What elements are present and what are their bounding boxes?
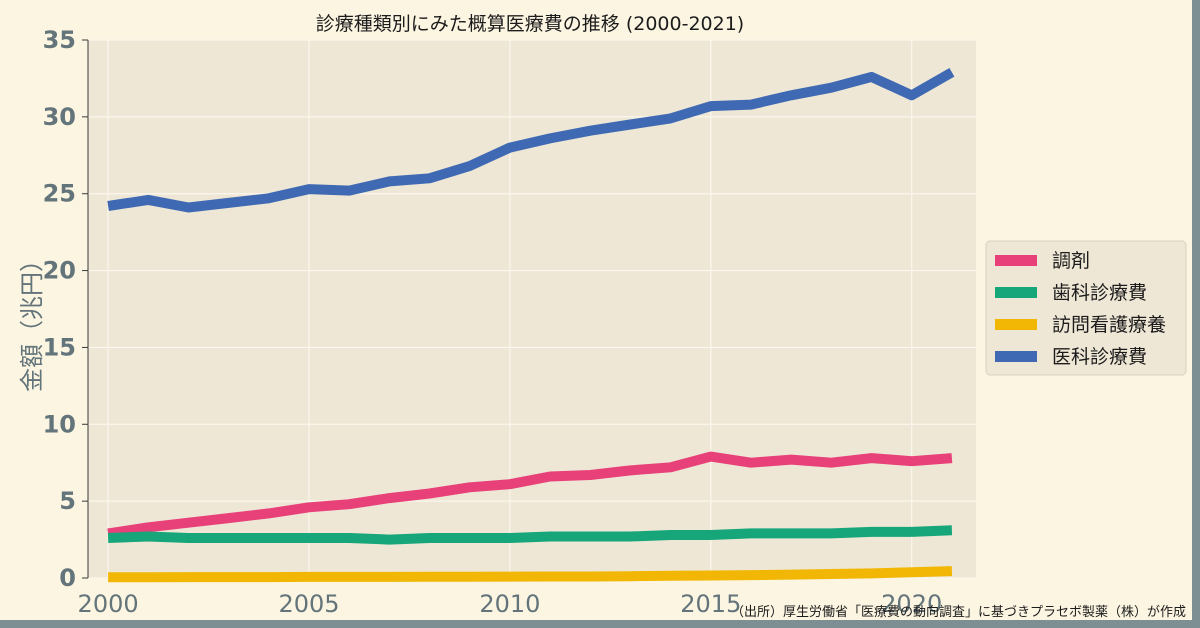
legend-label: 歯科診療費 [1052,282,1147,304]
x-tick-labels: 2000 2005 2010 2015 2020 [78,590,943,618]
x-tick-label: 2005 [278,590,339,618]
y-tick-label: 0 [59,564,76,592]
x-tick-label: 2020 [881,590,942,618]
grid [88,39,976,579]
legend-label: 医科診療費 [1052,346,1147,368]
legend-swatch [995,319,1037,330]
y-tick-label: 30 [43,103,76,131]
legend-swatch [995,255,1037,266]
series-line-1 [107,451,953,539]
y-tick-label: 35 [43,26,76,54]
series-lines [107,67,955,583]
legend-box [985,240,1187,376]
legend-label: 調剤 [1052,250,1090,272]
y-tick-label: 15 [43,333,76,361]
legend-swatch [995,351,1037,362]
legend-label: 訪問看護療養 [1052,314,1166,336]
y-tick-label: 25 [43,180,76,208]
plot-area [88,40,976,578]
y-axis-label: 金額（兆円） [18,248,46,392]
series-line-2 [107,525,953,545]
series-line-3 [108,566,953,583]
chart-title: 診療種類別にみた概算医療費の推移 (2000-2021) [316,13,744,35]
x-tick-label: 2010 [479,590,540,618]
x-tick-label: 2015 [680,590,741,618]
source-note: （出所）厚生労働省「医療費の動向調査」に基づきプラセボ製薬（株）が作成 [731,604,1186,620]
y-tick-label: 10 [43,410,76,438]
series-line-4 [107,67,955,213]
y-tick-label: 5 [59,487,76,515]
y-tick-label: 20 [43,257,76,285]
legend-swatch [995,287,1037,298]
y-tick-labels: 0 5 10 15 20 25 30 35 [43,26,88,592]
x-tick-label: 2000 [78,590,139,618]
